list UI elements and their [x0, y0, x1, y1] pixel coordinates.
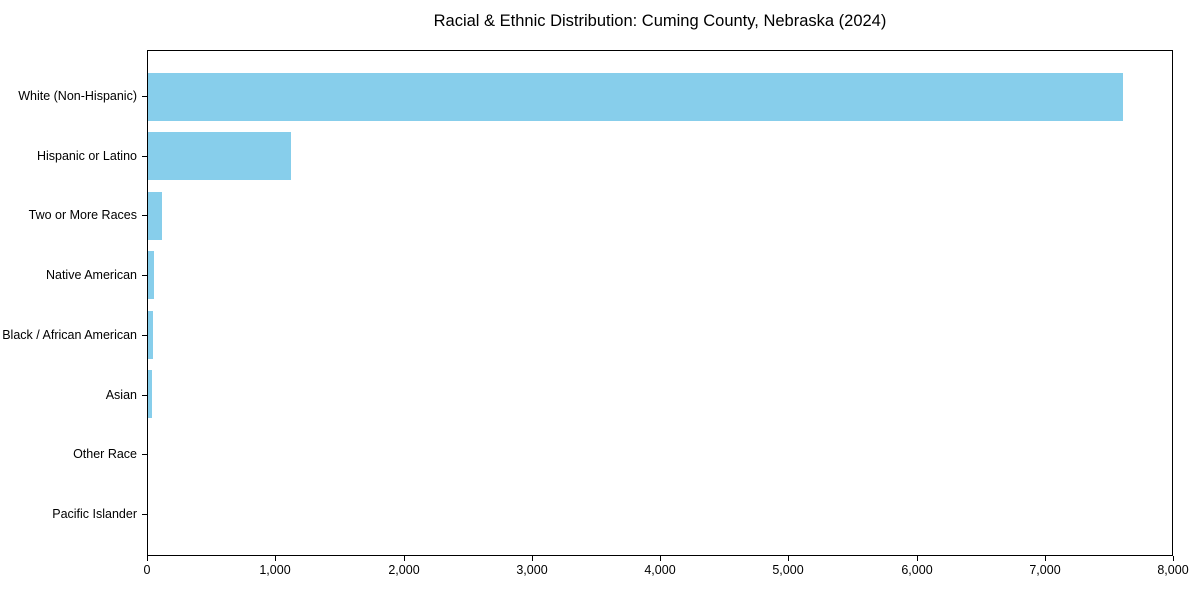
bar-row: [148, 127, 1172, 187]
bar: [148, 72, 1124, 121]
y-tick-label: Native American: [45, 268, 137, 283]
y-tick-mark: [142, 395, 147, 396]
x-tick-mark: [1045, 556, 1046, 561]
x-tick-mark: [147, 556, 148, 561]
x-tick-mark: [275, 556, 276, 561]
chart-title: Racial & Ethnic Distribution: Cuming Cou…: [433, 12, 887, 30]
x-tick-label: 1,000: [259, 563, 291, 577]
x-tick-mark: [660, 556, 661, 561]
x-tick-label: 6,000: [901, 563, 933, 577]
plot-area: [147, 50, 1173, 556]
y-tick-label: Other Race: [73, 447, 137, 462]
bar: [148, 370, 152, 419]
x-tick-mark: [404, 556, 405, 561]
x-tick-label: 0: [143, 563, 151, 577]
x-tick-mark: [917, 556, 918, 561]
bar-row: [148, 424, 1172, 484]
y-tick-mark: [142, 275, 147, 276]
x-tick-label: 3,000: [516, 563, 548, 577]
bar: [148, 132, 292, 181]
y-tick-mark: [142, 156, 147, 157]
y-tick-mark: [142, 454, 147, 455]
x-tick-label: 5,000: [772, 563, 804, 577]
y-tick-label: Hispanic or Latino: [36, 148, 137, 163]
y-tick-label: Asian: [105, 387, 137, 402]
y-tick-label: Pacific Islander: [52, 507, 137, 522]
y-tick-mark: [142, 96, 147, 97]
bar-row: [148, 67, 1172, 127]
x-tick-label: 7,000: [1029, 563, 1061, 577]
y-tick-mark: [142, 335, 147, 336]
x-tick-label: 4,000: [644, 563, 676, 577]
x-tick-mark: [532, 556, 533, 561]
x-tick-label: 2,000: [388, 563, 420, 577]
bar-row: [148, 246, 1172, 306]
y-tick-mark: [142, 215, 147, 216]
bar: [148, 251, 154, 300]
y-tick-label: Black / African American: [2, 327, 137, 342]
y-tick-label: White (Non-Hispanic): [18, 88, 137, 103]
x-tick-mark: [1173, 556, 1174, 561]
x-tick-mark: [788, 556, 789, 561]
x-tick-label: 8,000: [1157, 563, 1189, 577]
bar-row: [148, 305, 1172, 365]
bar: [148, 191, 163, 240]
bar-row: [148, 186, 1172, 246]
bar: [148, 310, 153, 359]
y-tick-label: Two or More Races: [28, 208, 137, 223]
bar-row: [148, 484, 1172, 544]
bar-row: [148, 365, 1172, 425]
y-tick-mark: [142, 514, 147, 515]
